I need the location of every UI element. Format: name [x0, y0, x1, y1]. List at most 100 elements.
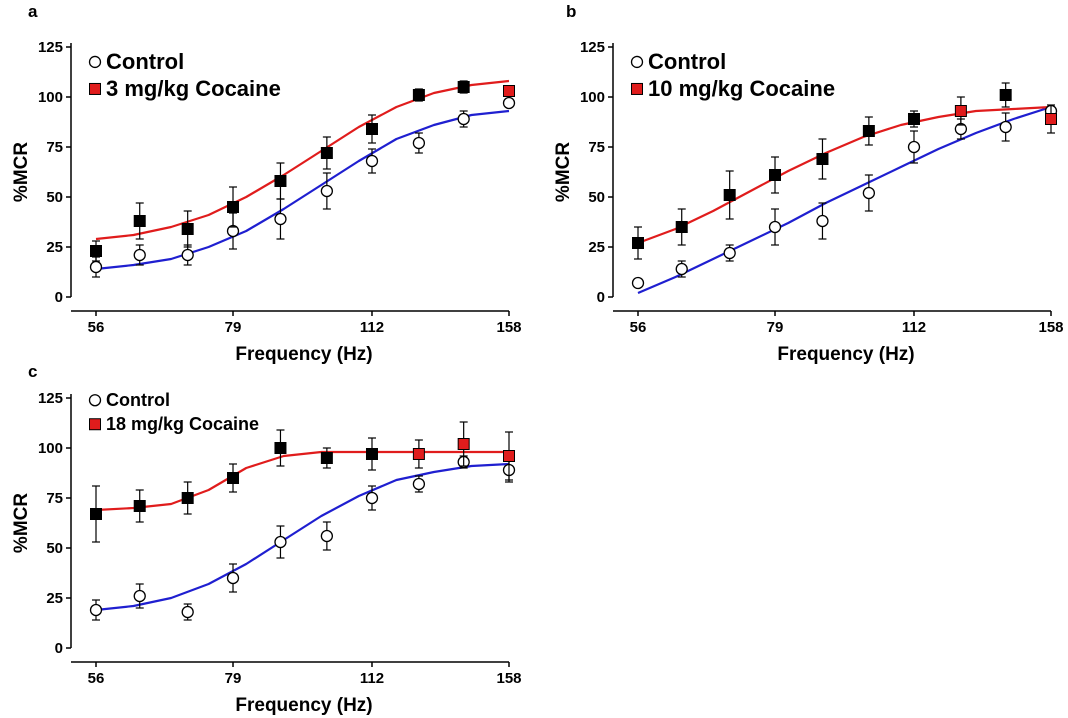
cocaine-point [274, 175, 287, 187]
cocaine-point [412, 89, 425, 101]
control-point [502, 96, 516, 110]
fit-curve-0 [95, 462, 510, 612]
cocaine-point [999, 89, 1012, 101]
x-tick-label: 56 [630, 319, 647, 336]
x-tick-label: 112 [902, 319, 926, 336]
cocaine-point [90, 245, 102, 257]
cocaine-point [133, 215, 146, 227]
control-point [768, 220, 782, 234]
control-point [631, 276, 645, 290]
control-point [181, 605, 194, 619]
panel-letter: b [566, 2, 576, 21]
x-axis-title: Frequency (Hz) [777, 344, 914, 365]
cocaine-point [320, 147, 333, 159]
fit-curve-1 [637, 105, 1052, 245]
control-point [907, 140, 921, 154]
cocaine-point [274, 442, 287, 454]
cocaine-point [365, 123, 378, 135]
legend-label-control: Control [106, 390, 170, 410]
control-point [89, 260, 103, 274]
cocaine-point [675, 221, 688, 233]
cocaine-point [227, 472, 240, 484]
fit-curve-0 [95, 109, 510, 271]
x-tick-label: 112 [360, 670, 384, 687]
x-axis-title: Frequency (Hz) [235, 695, 372, 716]
legend-square-icon [89, 82, 101, 95]
y-tick-label: 100 [580, 89, 605, 106]
control-point [862, 186, 876, 200]
cocaine-point [862, 125, 875, 137]
fit-curve-1 [95, 450, 509, 512]
cocaine-point [412, 448, 425, 460]
y-tick-label: 75 [588, 139, 605, 156]
x-axis-title: Frequency (Hz) [235, 344, 372, 365]
fit-curve-1 [95, 79, 510, 241]
legend-circle-icon [88, 55, 102, 69]
legend-circle-icon [630, 55, 644, 69]
legend-circle-icon [88, 394, 102, 407]
control-point [365, 491, 379, 505]
control-point [274, 212, 287, 226]
control-point [133, 248, 146, 262]
y-axis-title: %MCR [11, 493, 32, 553]
y-tick-label: 75 [46, 139, 63, 156]
y-axis-title: %MCR [11, 142, 32, 202]
cocaine-point [181, 223, 194, 235]
x-tick-label: 56 [88, 319, 105, 336]
x-tick-label: 158 [1038, 319, 1063, 336]
y-tick-label: 125 [580, 39, 605, 56]
control-point [816, 214, 829, 228]
y-tick-label: 0 [597, 289, 605, 306]
y-tick-label: 50 [46, 540, 63, 557]
chart-panel-b: b 0 25 50 75 100 125 56 79 112 158 Frequency (Hz) %M… [553, 2, 1064, 365]
chart-panel-a: a 0 25 50 75 100 125 56 79 112 158 Frequency (Hz) %M… [11, 2, 522, 365]
cocaine-point [769, 169, 782, 181]
y-tick-label: 0 [55, 289, 63, 306]
cocaine-point [457, 81, 470, 93]
control-point [89, 603, 103, 617]
y-tick-label: 125 [38, 390, 63, 407]
cocaine-point [816, 153, 829, 165]
x-tick-label: 79 [225, 670, 242, 687]
y-axis-title: %MCR [553, 142, 574, 202]
legend-square-icon [89, 418, 101, 431]
y-tick-label: 25 [46, 239, 63, 256]
x-tick-label: 79 [225, 319, 242, 336]
control-point [457, 112, 470, 126]
panel-letter: a [28, 2, 38, 21]
cocaine-point [457, 438, 470, 450]
cocaine-point [954, 105, 967, 117]
y-tick-label: 50 [588, 189, 605, 206]
x-tick-label: 112 [360, 319, 384, 336]
y-tick-label: 100 [38, 89, 63, 106]
chart-panel-c: c 0 25 50 75 100 125 56 79 112 158 Frequency (Hz) %M… [11, 362, 522, 716]
cocaine-point [503, 85, 515, 97]
cocaine-point [723, 189, 736, 201]
y-tick-label: 75 [46, 490, 63, 507]
legend-label-cocaine: 18 mg/kg Cocaine [106, 414, 259, 434]
cocaine-point [227, 201, 240, 213]
control-point [320, 529, 334, 543]
x-tick-label: 158 [496, 670, 521, 687]
legend-label-cocaine: 10 mg/kg Cocaine [648, 76, 835, 101]
control-point [226, 571, 240, 585]
control-point [675, 262, 688, 276]
cocaine-point [907, 113, 920, 125]
control-point [133, 589, 146, 603]
control-point [181, 248, 194, 262]
cocaine-point [90, 508, 102, 520]
control-point [412, 477, 426, 491]
panel-letter: c [28, 362, 37, 381]
x-tick-label: 158 [496, 319, 521, 336]
legend-label-control: Control [648, 49, 726, 74]
cocaine-point [503, 450, 515, 462]
y-tick-label: 50 [46, 189, 63, 206]
control-point [412, 136, 426, 150]
x-tick-label: 56 [88, 670, 105, 687]
control-point [274, 535, 287, 549]
control-point [320, 184, 334, 198]
legend-square-icon [631, 82, 643, 95]
x-tick-label: 79 [767, 319, 784, 336]
control-point [999, 120, 1012, 134]
